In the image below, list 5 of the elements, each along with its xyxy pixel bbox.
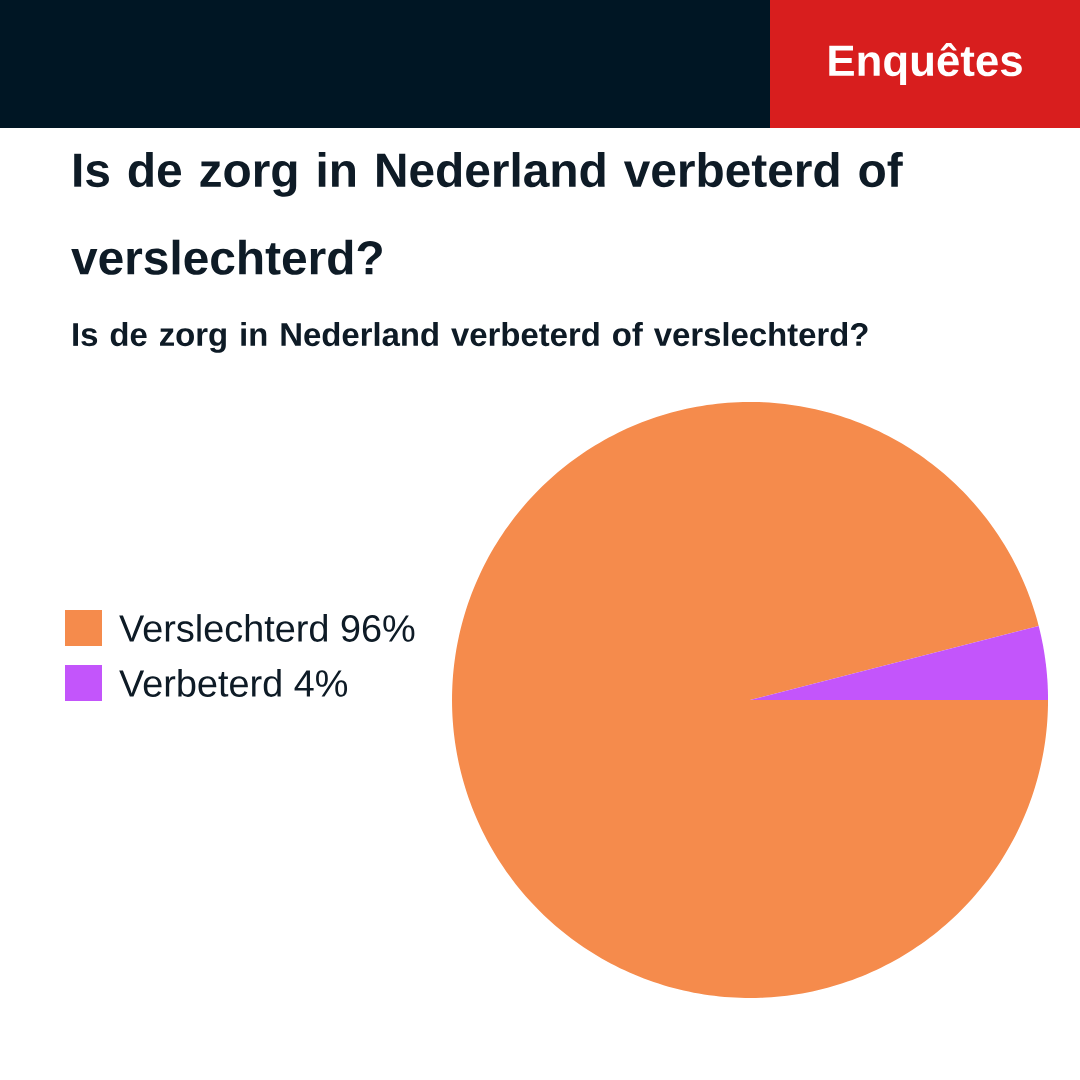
text: Enquêtes: [829, 43, 1022, 85]
chart-title: Is de zorg in Nederland verbeterd of verslechterd?: [71, 152, 903, 275]
chart-subtitle: Is de zorg in Nederland verbeterd of verslechterd?: [73, 322, 868, 353]
legend-label: Verslechterd 96%: [119, 614, 415, 642]
legend-label: Verbeterd 4%: [119, 669, 348, 697]
